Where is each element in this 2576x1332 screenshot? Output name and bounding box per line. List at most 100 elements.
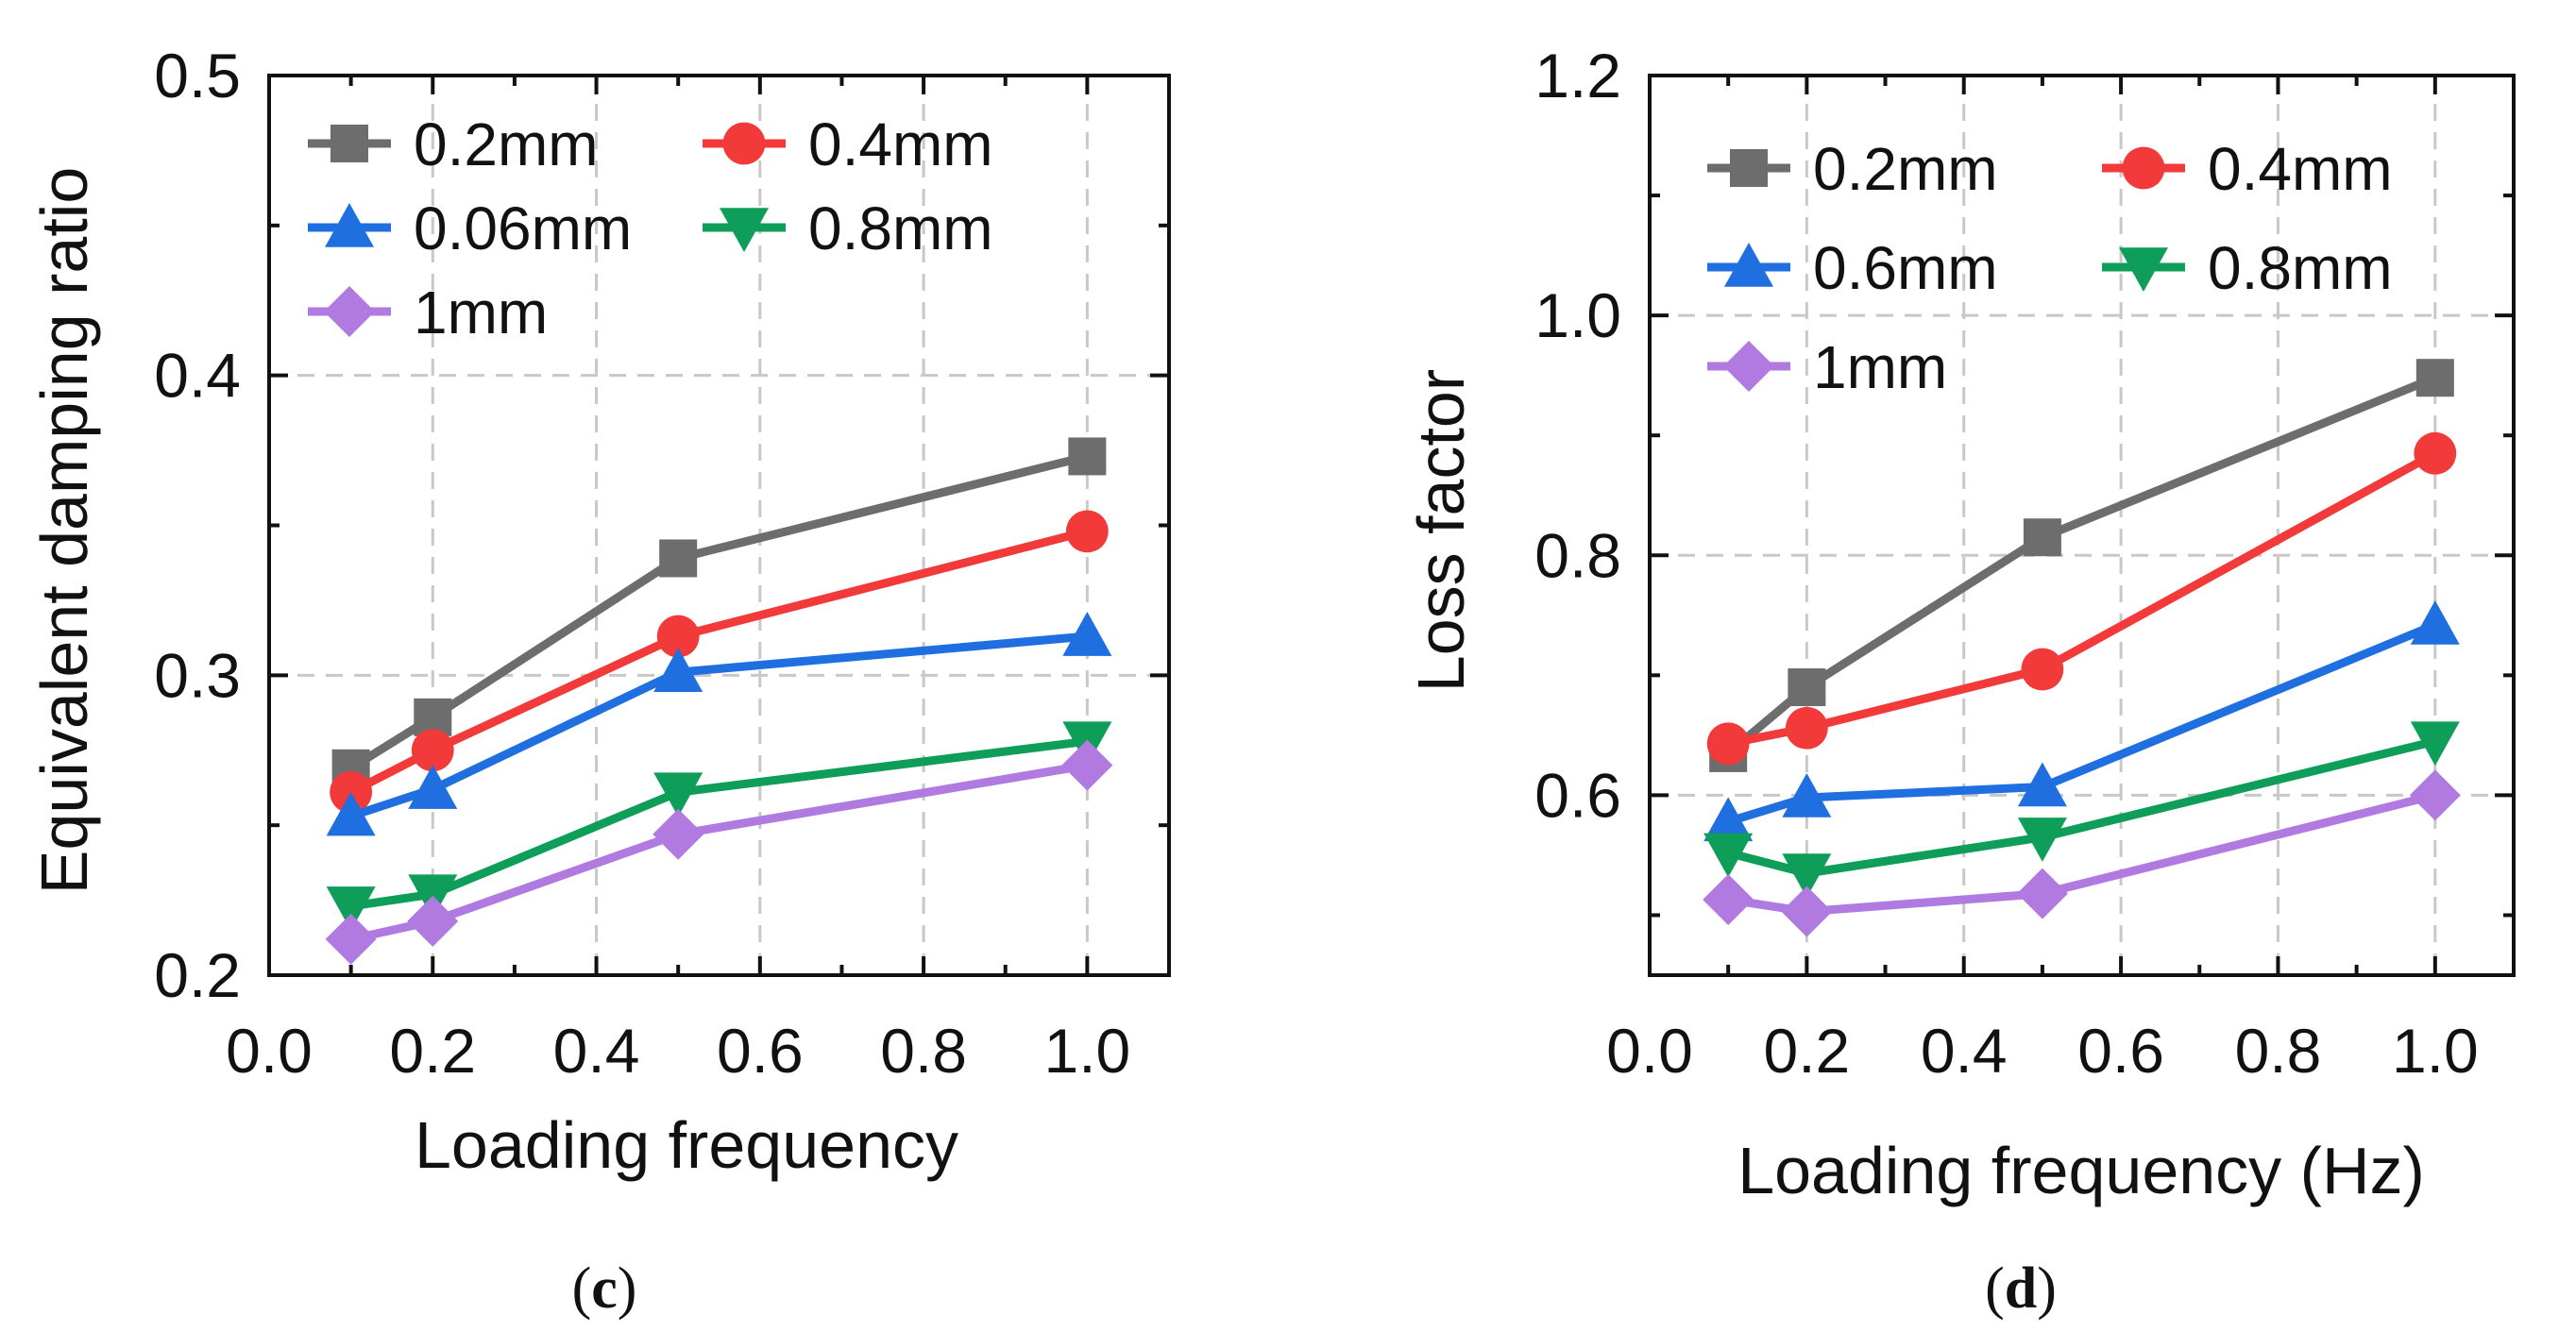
x-tick-label: 0.6 — [717, 1016, 804, 1086]
panel-c-ticks: 0.0 0.2 0.4 0.6 0.8 1.00.20.30.40.5 — [154, 41, 1169, 1086]
x-tick-label: 0.4 — [1921, 1016, 2008, 1086]
legend-label: 0.6mm — [1813, 234, 1998, 302]
data-point-0.4mm — [2414, 431, 2457, 475]
x-tick-label: 0.6 — [2077, 1016, 2164, 1086]
caption-letter: c — [591, 1256, 618, 1321]
legend-marker — [2119, 247, 2168, 292]
data-point-1mm — [325, 913, 377, 965]
panel-d-ticks: 0.0 0.2 0.4 0.6 0.8 1.0 0.6 0.8 1.0 1.2 — [1534, 41, 2514, 1086]
data-point-0.4mm — [1065, 510, 1109, 553]
legend-label: 0.8mm — [2208, 234, 2393, 302]
series-line-0.6mm — [1726, 620, 2437, 826]
y-tick-label: 1.2 — [1534, 41, 1621, 110]
y-tick-label: 0.6 — [1534, 760, 1621, 830]
legend-marker — [722, 122, 766, 165]
legend-label: 1mm — [414, 278, 548, 346]
caption-open: ( — [1985, 1256, 2005, 1321]
data-point-0.4mm — [656, 615, 700, 658]
legend-label: 1mm — [1813, 333, 1947, 401]
series-0.2mm — [1709, 359, 2454, 772]
data-point-0.06mm — [326, 791, 376, 836]
panel-d: 0.0 0.2 0.4 0.6 0.8 1.0 0.6 0.8 1.0 1.2 0.2mm 0.4mm… — [1404, 41, 2516, 1321]
data-point-0.4mm — [1706, 722, 1750, 766]
series-line-0.8mm — [349, 736, 1088, 911]
data-point-0.4mm — [1785, 706, 1828, 750]
legend-label: 0.2mm — [414, 110, 599, 178]
series-0.8mm — [1703, 721, 2460, 898]
legend-item-1mm: 1mm — [308, 278, 548, 346]
data-point-1mm — [2409, 769, 2461, 821]
data-point-0.8mm — [1782, 853, 1832, 898]
y-tick-label: 1.0 — [1534, 280, 1621, 350]
x-axis-title: Loading frequency (Hz) — [1737, 1134, 2425, 1207]
y-tick-label: 0.2 — [154, 940, 241, 1010]
data-point-0.6mm — [2017, 762, 2067, 807]
panel-c-grid — [269, 76, 1169, 975]
series-line-1mm — [349, 761, 1089, 944]
legend-item-0.4mm: 0.4mm — [703, 110, 993, 178]
x-tick-label: 0.4 — [553, 1016, 640, 1086]
panel-c-frame — [267, 74, 1171, 977]
data-point-1mm — [1781, 885, 1833, 937]
series-0.4mm — [1706, 431, 2457, 766]
data-point-0.2mm — [2415, 359, 2454, 397]
legend-marker — [1723, 341, 1774, 392]
data-point-0.6mm — [1782, 772, 1832, 818]
x-tick-label: 0.0 — [226, 1016, 313, 1086]
caption-open: ( — [572, 1256, 592, 1321]
data-point-1mm — [2016, 868, 2068, 919]
data-point-0.8mm — [2017, 818, 2067, 862]
data-point-0.6mm — [1703, 797, 1754, 842]
data-point-1mm — [407, 895, 459, 947]
data-point-0.2mm — [2023, 518, 2061, 557]
series-line-0.8mm — [1727, 736, 2436, 878]
data-point-0.4mm — [2021, 648, 2064, 691]
y-tick-label: 0.8 — [1534, 520, 1621, 590]
legend-marker — [324, 286, 375, 337]
series-0.4mm — [330, 510, 1109, 814]
legend-marker — [1724, 243, 1773, 287]
data-point-0.06mm — [653, 648, 703, 692]
legend-marker — [330, 125, 368, 162]
data-point-1mm — [1703, 873, 1754, 925]
legend-marker — [720, 208, 769, 252]
legend-marker — [1730, 149, 1768, 187]
series-line-0.4mm — [348, 527, 1089, 797]
x-tick-label: 1.0 — [1043, 1016, 1130, 1086]
caption-close: ) — [2037, 1256, 2057, 1321]
panel-c: 0.0 0.2 0.4 0.6 0.8 1.00.20.30.40.50.2mm 0.4mm… — [27, 41, 1171, 1321]
x-axis-title: Loading frequency — [415, 1108, 958, 1182]
series-1mm — [1703, 769, 2461, 937]
caption-letter: d — [2005, 1256, 2037, 1321]
y-tick-label: 0.3 — [154, 640, 241, 710]
y-axis-title: Loss factor — [1404, 369, 1478, 692]
legend-item-0.4mm: 0.4mm — [2102, 135, 2393, 203]
series-1mm — [325, 739, 1113, 965]
data-point-0.2mm — [1068, 437, 1107, 476]
data-point-1mm — [1061, 739, 1113, 791]
legend-item-0.2mm: 0.2mm — [1707, 135, 1998, 203]
series-line-0.4mm — [1727, 449, 2437, 749]
data-point-0.8mm — [326, 886, 376, 931]
data-point-0.4mm — [411, 729, 454, 772]
legend-item-0.6mm: 0.6mm — [1707, 234, 1998, 302]
panel-caption: (c) — [572, 1256, 637, 1321]
data-point-0.2mm — [659, 539, 698, 578]
x-tick-label: 0.2 — [389, 1016, 476, 1086]
panel-d-legend: 0.2mm 0.4mm 0.6mm 0.8mm 1mm — [1707, 135, 2393, 401]
series-0.06mm — [326, 612, 1112, 836]
data-point-0.8mm — [653, 772, 703, 818]
panel-d-grid — [1650, 76, 2514, 975]
series-line-0.2mm — [348, 452, 1089, 772]
caption-close: ) — [618, 1256, 637, 1321]
legend-marker — [325, 203, 374, 247]
data-point-0.06mm — [408, 765, 458, 809]
x-tick-label: 0.2 — [1763, 1016, 1850, 1086]
y-axis-title: Equivalent damping ratio — [27, 167, 101, 894]
series-line-1mm — [1727, 791, 2436, 917]
legend-item-0.06mm: 0.06mm — [308, 194, 632, 262]
y-tick-label: 0.4 — [154, 341, 241, 411]
data-point-0.8mm — [2410, 721, 2460, 767]
legend-label: 0.4mm — [808, 110, 993, 178]
